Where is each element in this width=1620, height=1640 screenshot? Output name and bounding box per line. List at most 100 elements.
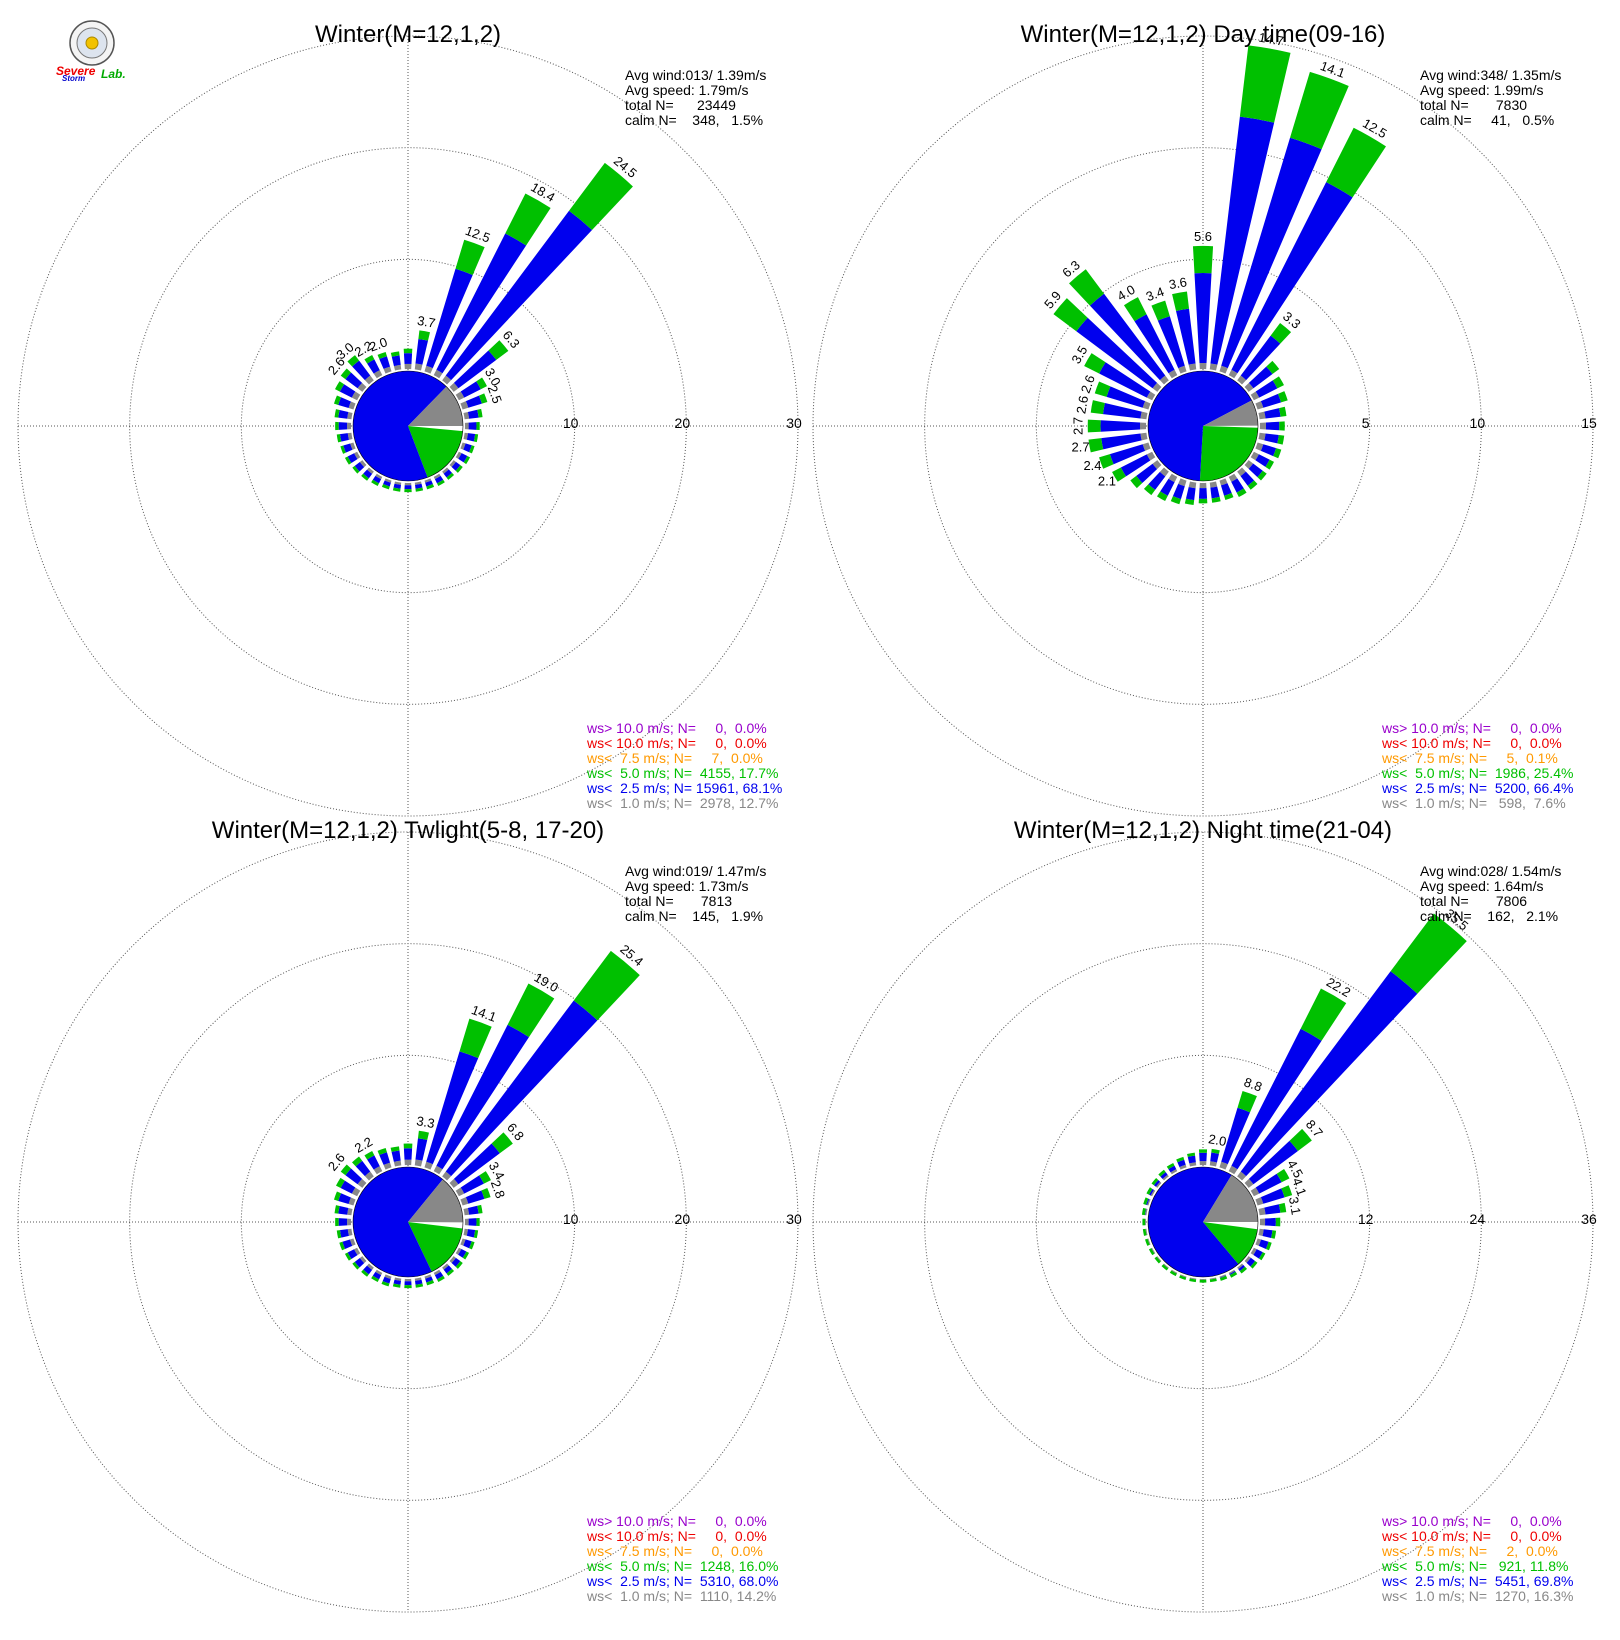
wind-rose-panel-winter: 10 20 303.712.518.424.56.33.02.52.63.02.22… <box>17 21 802 817</box>
range-ring <box>1035 1054 1371 1390</box>
bar-segment-ws5 <box>491 1132 513 1154</box>
bar-segment-ws2-5 <box>339 433 349 442</box>
bar-segment-ws1 <box>347 422 352 430</box>
stats-line: calm N= 162, 2.1% <box>1420 908 1558 924</box>
severe-storm-lab-logo: Severe Storm Lab. <box>56 20 126 83</box>
bar-value-label: 3.6 <box>1168 274 1188 292</box>
ring-tick-label: 15 <box>1581 415 1597 431</box>
bar-segment-ws1 <box>1146 451 1156 461</box>
bar-segment-ws1 <box>1258 1228 1264 1236</box>
bar-segment-ws2-5 <box>1264 433 1279 444</box>
range-ring <box>1035 258 1371 594</box>
bar-segment-ws1 <box>1219 478 1228 486</box>
ring-tick-label: 20 <box>675 1211 691 1227</box>
bar-segment-ws2-5 <box>355 1160 371 1177</box>
bar-segment-ws1 <box>1147 1199 1151 1206</box>
bar-segment-ws1 <box>424 365 433 374</box>
bar-segment-ws5 <box>481 1188 491 1199</box>
bar-segment-ws2-5 <box>1109 444 1146 465</box>
bar-segment-ws5 <box>1289 1128 1312 1151</box>
bar-segment-ws2-5 <box>425 1276 433 1283</box>
bar-segment-ws2-5 <box>338 1205 349 1215</box>
bar-segment-ws2-5 <box>1100 420 1141 432</box>
bar-segment-ws2-5 <box>1231 1028 1322 1170</box>
bar-segment-ws1 <box>404 1159 412 1166</box>
bar-segment-ws1 <box>359 1256 367 1264</box>
stats-line: total N= 7813 <box>625 893 732 909</box>
bar-segment-ws1 <box>1209 481 1218 488</box>
ring-tick-label: 10 <box>1470 415 1486 431</box>
bar-segment-ws5 <box>371 1275 380 1283</box>
bar-segment-ws2-5 <box>403 1148 413 1160</box>
bar-segment-ws2-5 <box>382 1276 391 1284</box>
bar-segment-ws2-5 <box>465 1190 485 1204</box>
bar-segment-ws5 <box>1266 360 1280 375</box>
bar-segment-ws1 <box>349 1238 356 1246</box>
stats-line: calm N= 348, 1.5% <box>625 112 763 128</box>
bar-segment-ws2-5 <box>1260 444 1277 457</box>
bar-segment-ws5 <box>415 1283 424 1288</box>
bar-segment-ws5 <box>477 1204 483 1214</box>
bar-segment-ws1 <box>394 1277 402 1281</box>
bar-segment-ws1 <box>1178 478 1187 487</box>
bar-segment-ws1 <box>1199 363 1207 370</box>
ring-tick-label: 10 <box>563 415 579 431</box>
bar-segment-ws2-5 <box>1248 1140 1298 1185</box>
bar-segment-ws1 <box>424 1274 432 1279</box>
bar-segment-ws1 <box>1199 1161 1207 1166</box>
bar-segment-ws1 <box>1244 460 1254 469</box>
bar-segment-ws2-5 <box>1172 483 1185 500</box>
bar-segment-ws5 <box>1229 1271 1238 1278</box>
bar-segment-ws5 <box>436 1275 445 1283</box>
bar-segment-ws5 <box>569 162 633 231</box>
bar-segment-ws2-5 <box>443 1265 453 1274</box>
bar-segment-ws2-5 <box>460 381 481 398</box>
legend-entry: ws< 7.5 m/s; N= 5, 0.1% <box>1381 750 1558 766</box>
pie-slice-ws1 <box>408 1179 463 1223</box>
bar-segment-ws1 <box>463 1207 470 1216</box>
bar-segment-ws5 <box>476 421 480 431</box>
bar-segment-ws1 <box>1250 1247 1257 1255</box>
bar-segment-ws1 <box>359 460 367 468</box>
bar-segment-ws5 <box>344 1252 352 1261</box>
bar-segment-ws5 <box>476 377 487 390</box>
bar-segment-ws5 <box>1199 1279 1207 1283</box>
legend-entry: ws< 2.5 m/s; N= 5310, 68.0% <box>586 1573 778 1589</box>
bar-segment-ws5 <box>352 465 360 474</box>
stats-line: Avg wind:348/ 1.35m/s <box>1420 67 1561 83</box>
stats-line: calm N= 145, 1.9% <box>625 908 763 924</box>
bar-segment-ws1 <box>1159 467 1169 477</box>
bar-segment-ws1 <box>463 432 468 440</box>
bar-segment-ws5 <box>1276 1168 1290 1183</box>
bar-segment-ws1 <box>1152 382 1162 392</box>
bar-segment-ws2-5 <box>1160 478 1175 496</box>
bar-segment-ws2-5 <box>403 353 413 365</box>
bar-segment-ws5 <box>1187 1152 1196 1157</box>
bar-segment-ws5 <box>1161 1264 1169 1271</box>
bar-segment-ws2-5 <box>1255 1173 1282 1194</box>
bar-segment-ws1 <box>1140 411 1148 420</box>
bar-segment-ws1 <box>1147 1238 1151 1245</box>
bar-segment-ws1 <box>384 478 392 483</box>
stats-line: total N= 7830 <box>1420 97 1527 113</box>
bar-segment-ws2-5 <box>1264 408 1281 419</box>
bar-segment-ws1 <box>350 442 356 450</box>
bar-segment-ws1 <box>464 422 469 430</box>
bar-segment-ws5 <box>352 1261 360 1270</box>
ring-tick-label: 5 <box>1362 415 1370 431</box>
bar-segment-ws5 <box>333 395 342 405</box>
bar-segment-ws1 <box>1140 432 1148 441</box>
bar-segment-ws1 <box>433 473 441 480</box>
bar-segment-ws2-5 <box>1265 421 1280 431</box>
bar-segment-ws5 <box>1271 1230 1277 1239</box>
bar-segment-ws1 <box>1142 442 1151 451</box>
bar-segment-ws2-5 <box>1076 317 1158 389</box>
bar-segment-ws1 <box>393 364 402 371</box>
bar-segment-ws2-5 <box>1148 471 1166 490</box>
bar-segment-ws1 <box>1188 481 1197 489</box>
bar-segment-ws1 <box>393 1160 402 1167</box>
bar-segment-ws5 <box>1143 1197 1149 1205</box>
bar-segment-ws5 <box>1123 297 1147 322</box>
bar-segment-ws5 <box>1090 400 1105 415</box>
pie-outline <box>1147 370 1259 482</box>
